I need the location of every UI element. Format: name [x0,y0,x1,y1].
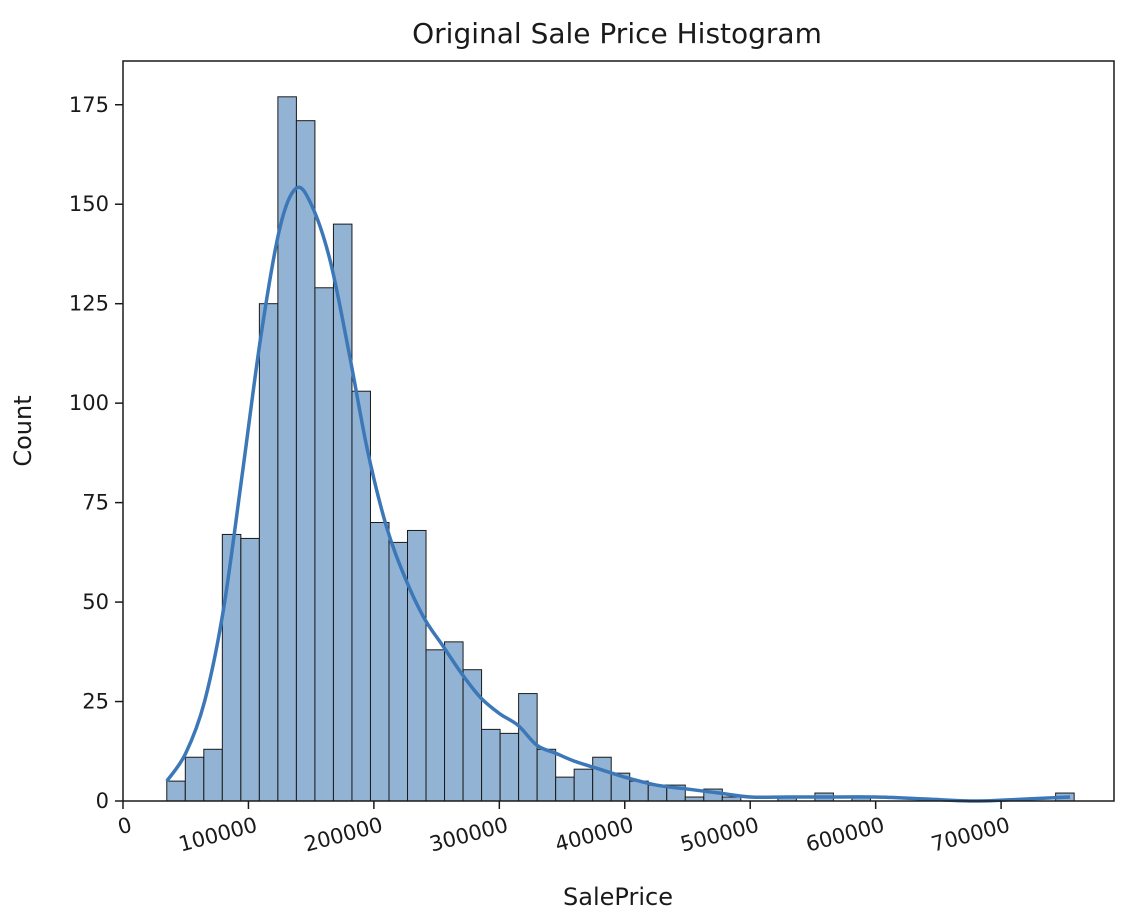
histogram-bar [444,641,464,802]
histogram-bar [369,522,390,802]
histogram-bar [592,756,612,802]
x-tick-label: 200000 [302,813,386,857]
histogram-bar [518,693,538,802]
y-tick-label: 125 [69,292,109,316]
x-tick-label: 100000 [176,813,260,857]
plot-frame [122,60,1115,802]
histogram-bar [425,649,446,802]
x-tick-label: 0 [115,813,134,840]
histogram-bar [499,732,520,802]
histogram-bar [258,303,279,802]
chart-title: Original Sale Price Histogram [412,17,822,50]
x-axis-ticks: 0 100000 200000 300000 400000 500000 600000 700… [115,801,1012,857]
x-tick-label: 400000 [552,813,636,857]
histogram-bar [184,756,205,802]
histogram-bar [221,533,242,802]
x-axis-label: SalePrice [563,883,673,911]
histogram-bar [536,748,557,802]
x-tick-label: 700000 [929,813,1013,857]
y-tick-label: 50 [82,590,109,614]
y-tick-label: 100 [69,391,109,415]
histogram-bar [240,537,260,802]
y-axis-label: Count [9,395,37,466]
histogram-bar [481,728,501,802]
x-tick-label: 600000 [803,813,887,857]
histogram-bar [203,748,223,802]
y-axis-ticks: 0 25 50 75 100 125 150 175 [69,93,123,813]
histogram-bar [332,223,353,802]
histogram-bar [295,120,316,802]
histogram-bar [555,776,575,802]
x-tick-label: 500000 [678,813,762,857]
y-tick-label: 175 [69,93,109,117]
histogram-bar [573,768,594,802]
y-tick-label: 0 [96,789,109,813]
histogram-bar [407,529,427,802]
histogram-bar [314,287,334,802]
y-tick-label: 25 [82,690,109,714]
x-tick-label: 300000 [427,813,511,857]
histogram-bar [166,780,186,802]
y-tick-label: 75 [82,491,109,515]
kde-curve [165,185,1071,803]
bars-group [166,96,1075,802]
y-tick-label: 150 [69,192,109,216]
